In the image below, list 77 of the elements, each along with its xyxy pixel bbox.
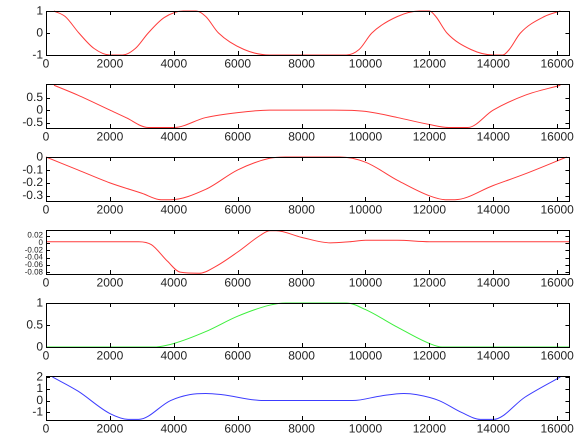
line-series	[52, 376, 561, 420]
x-tick-label: 2000	[96, 276, 124, 290]
x-tick-label: 14000	[476, 202, 510, 217]
x-tick-label: 6000	[224, 348, 252, 363]
x-tick-label: 6000	[224, 202, 252, 217]
x-tick-label: 12000	[412, 276, 446, 290]
y-tick-label: -1	[32, 47, 44, 62]
y-tick-label: -0.04	[24, 252, 44, 262]
x-tick-label: 6000	[224, 130, 252, 144]
x-tick-label: 10000	[348, 130, 382, 144]
x-tick-label: 12000	[412, 56, 446, 71]
line-series	[46, 302, 570, 348]
y-tick-label: 0	[36, 25, 44, 40]
x-tick-label: 8000	[288, 276, 316, 290]
y-tick-label: 1	[36, 295, 44, 310]
x-tick-label: 10000	[348, 202, 382, 217]
y-tick-label: -0.06	[24, 260, 44, 270]
x-tick-label: 12000	[412, 422, 446, 436]
x-tick-label: 8000	[288, 202, 316, 217]
y-tick-label: -0.5	[22, 114, 44, 129]
y-tick-label: 1	[36, 3, 44, 18]
x-tick-label: 16000	[540, 276, 574, 290]
x-tick-label: 2000	[96, 348, 124, 363]
x-tick-label: 10000	[348, 422, 382, 436]
y-tick-label: 0.5	[26, 317, 44, 332]
y-tick-label: -1	[32, 404, 44, 419]
y-tick-label: 1	[36, 381, 44, 396]
x-tick-label: 4000	[160, 130, 188, 144]
x-tick-label: 4000	[160, 56, 188, 71]
y-tick-label: -0.2	[22, 175, 44, 190]
x-tick-label: 12000	[412, 202, 446, 217]
y-tick-label: -0.08	[24, 267, 44, 276]
x-tick-label: 4000	[160, 276, 188, 290]
x-tick-label: 14000	[476, 276, 510, 290]
line-series	[53, 84, 561, 128]
line-series	[46, 156, 568, 200]
x-tick-label: 10000	[348, 276, 382, 290]
y-tick-label: 0	[38, 238, 44, 248]
x-tick-label: 8000	[288, 422, 316, 436]
x-tick-label: 2000	[96, 202, 124, 217]
x-tick-label: 4000	[160, 422, 188, 436]
x-tick-label: 2000	[96, 422, 124, 436]
y-tick-label: 0.5	[26, 90, 44, 104]
x-tick-label: 16000	[540, 348, 574, 363]
y-tick-label: -0.1	[22, 162, 44, 176]
y-tick-label: 0	[36, 392, 44, 407]
x-tick-label: 14000	[476, 348, 510, 363]
x-tick-label: 8000	[288, 130, 316, 144]
x-tick-label: 16000	[540, 56, 574, 71]
x-tick-label: 4000	[160, 348, 188, 363]
x-tick-label: 6000	[224, 276, 252, 290]
x-tick-label: 10000	[348, 56, 382, 71]
x-tick-label: 12000	[412, 130, 446, 144]
y-tick-label: 0	[36, 339, 44, 354]
x-tick-label: 8000	[288, 348, 316, 363]
x-tick-label: 14000	[476, 130, 510, 144]
x-tick-label: 2000	[96, 130, 124, 144]
y-tick-label: 0	[36, 102, 44, 116]
line-series	[46, 230, 570, 274]
x-tick-label: 14000	[476, 422, 510, 436]
y-tick-label: 0.02	[27, 230, 44, 240]
y-tick-label: -0.02	[24, 245, 44, 254]
line-series	[53, 10, 561, 56]
x-tick-label: 16000	[540, 422, 574, 436]
x-tick-label: 14000	[476, 56, 510, 71]
y-tick-label: 2	[36, 369, 44, 384]
x-tick-label: 16000	[540, 130, 574, 144]
x-tick-label: 12000	[412, 348, 446, 363]
x-tick-label: 2000	[96, 56, 124, 71]
x-tick-label: 6000	[224, 422, 252, 436]
x-tick-label: 16000	[540, 202, 574, 217]
x-tick-label: 6000	[224, 56, 252, 71]
x-tick-label: 8000	[288, 56, 316, 71]
x-tick-label: 4000	[160, 202, 188, 217]
x-tick-label: 10000	[348, 348, 382, 363]
y-tick-label: -0.3	[22, 188, 44, 202]
y-tick-label: 0	[36, 149, 44, 164]
